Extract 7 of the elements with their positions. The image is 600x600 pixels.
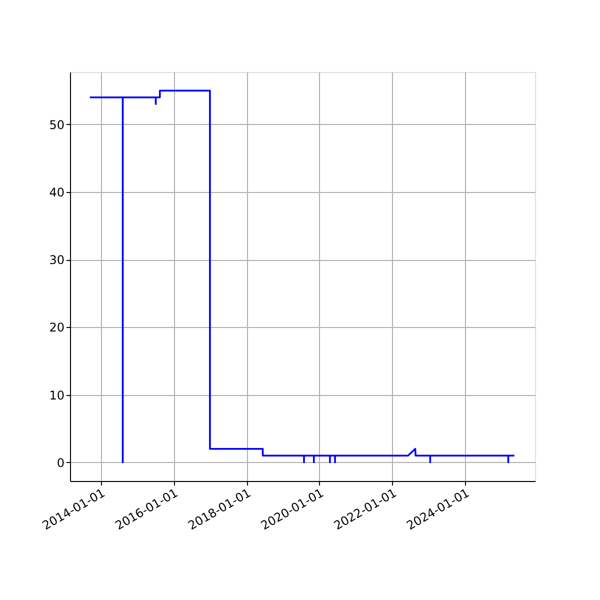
y-tick-label: 30 <box>49 253 64 268</box>
y-tick-label: 10 <box>49 388 64 402</box>
line-series <box>88 90 516 464</box>
y-tick-label: 20 <box>49 320 64 335</box>
y-tick-label: 0 <box>56 456 64 470</box>
y-tick-label: 40 <box>49 185 64 200</box>
y-tick-label: 50 <box>49 118 64 132</box>
